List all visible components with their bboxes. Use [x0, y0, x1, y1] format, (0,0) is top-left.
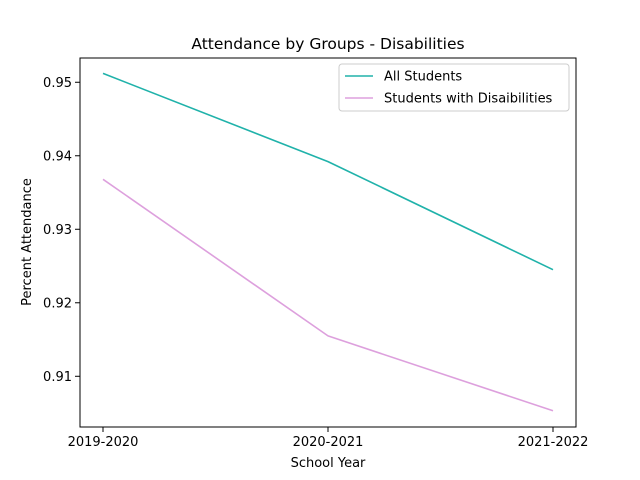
x-tick-label: 2020-2021 — [293, 435, 364, 450]
x-axis: 2019-2020 2020-2021 2021-2022 — [68, 427, 589, 450]
legend-label-0: All Students — [384, 70, 462, 85]
y-axis-label: Percent Attendance — [20, 178, 35, 306]
x-tick-label: 2019-2020 — [68, 435, 139, 450]
legend: All Students Students with Disaibilities — [338, 63, 570, 112]
legend-label-1: Students with Disaibilities — [384, 92, 553, 107]
series-line-0 — [102, 72, 554, 271]
series-line-1 — [102, 178, 554, 412]
y-tick-label: 0.93 — [43, 223, 72, 238]
y-tick-label: 0.94 — [43, 149, 72, 164]
legend-box — [338, 63, 570, 112]
y-tick-label: 0.91 — [43, 370, 72, 385]
series-layer — [102, 72, 554, 412]
y-axis: 0.91 0.92 0.93 0.94 0.95 — [43, 76, 80, 385]
x-tick-label: 2021-2022 — [518, 435, 589, 450]
y-tick-label: 0.95 — [43, 76, 72, 91]
y-tick-label: 0.92 — [43, 296, 72, 311]
x-axis-label: School Year — [291, 456, 366, 471]
chart-title: Attendance by Groups - Disabilities — [191, 35, 464, 53]
